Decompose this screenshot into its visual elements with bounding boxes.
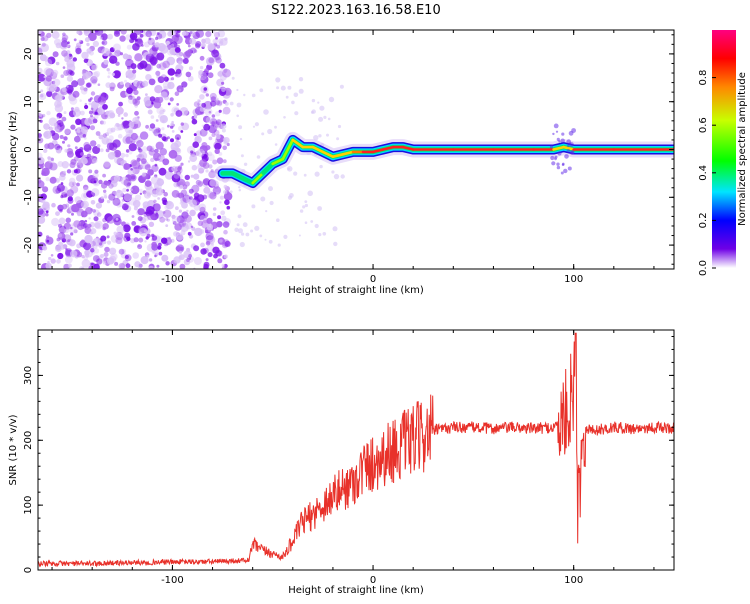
colorbar-tick-label: 0.4 bbox=[698, 165, 709, 181]
colorbar-gradient bbox=[712, 30, 736, 268]
ridge-segment bbox=[291, 138, 305, 149]
spectrogram-ytick-label: 0 bbox=[23, 146, 34, 152]
snr-xtick-label: 0 bbox=[370, 575, 376, 586]
spectrogram-ytick-label: -10 bbox=[23, 189, 34, 205]
ridge-segment bbox=[331, 153, 345, 158]
figure-title: S122.2023.163.16.58.E10 bbox=[271, 3, 440, 18]
snr-ticks: -100 0 100 0 100 200 300 bbox=[23, 330, 674, 586]
spectrogram-ytick-label: -20 bbox=[23, 237, 34, 253]
colorbar: 0.0 0.2 0.4 0.6 0.8 Normalized spectral ampl… bbox=[698, 30, 748, 276]
snr-ytick-label: 100 bbox=[23, 496, 34, 515]
snr-ytick-label: 300 bbox=[23, 366, 34, 385]
spectrogram-ytick-label: 20 bbox=[23, 48, 34, 61]
ridge-segment bbox=[281, 138, 295, 161]
ridge-segment bbox=[271, 157, 285, 166]
noise-speckle bbox=[38, 30, 345, 269]
snr-panel: -100 0 100 0 100 200 300 Height of straight li… bbox=[8, 329, 675, 596]
ridge-segment bbox=[371, 148, 385, 154]
spectrogram-ylabel: Frequency (Hz) bbox=[8, 111, 19, 187]
snr-xtick-label: -100 bbox=[161, 575, 184, 586]
colorbar-tick-label: 0.8 bbox=[698, 70, 709, 86]
ridge-segment bbox=[381, 145, 395, 151]
ridge-segment bbox=[341, 150, 355, 156]
colorbar-tick-label: 0.2 bbox=[698, 212, 709, 228]
spectrogram-xtick-label: -100 bbox=[161, 274, 184, 285]
snr-ylabel: SNR (10 * v/v) bbox=[8, 414, 19, 485]
spectrogram-xtick-label: 100 bbox=[564, 274, 583, 285]
ridge-segment bbox=[231, 172, 244, 180]
ridge-segment bbox=[311, 145, 325, 154]
snr-content bbox=[38, 332, 674, 568]
spectrogram-xlabel: Height of straight line (km) bbox=[288, 285, 424, 296]
colorbar-tick-label: 0.0 bbox=[698, 260, 709, 276]
ridge-segment bbox=[321, 150, 335, 158]
snr-ytick-label: 200 bbox=[23, 431, 34, 450]
snr-series-line bbox=[38, 332, 674, 568]
ridge bbox=[214, 123, 674, 191]
colorbar-tick-label: 0.6 bbox=[698, 117, 709, 133]
ridge-segment bbox=[552, 145, 566, 151]
spectrogram-ytick-label: 10 bbox=[23, 95, 34, 108]
snr-xtick-label: 100 bbox=[564, 575, 583, 586]
ridge-segment bbox=[251, 172, 265, 185]
ridge-segment bbox=[562, 145, 576, 151]
snr-xlabel: Height of straight line (km) bbox=[288, 585, 424, 596]
spectrogram-xtick-label: 0 bbox=[370, 274, 376, 285]
colorbar-ticks: 0.0 0.2 0.4 0.6 0.8 bbox=[698, 70, 716, 276]
snr-frame bbox=[37, 329, 675, 571]
snr-ytick-label: 0 bbox=[23, 567, 34, 573]
ridge-segment bbox=[241, 176, 254, 185]
ridge-segment bbox=[401, 145, 415, 151]
spectrogram-content bbox=[38, 30, 674, 269]
colorbar-label: Normalized spectral amplitude bbox=[737, 72, 748, 226]
ridge-segment bbox=[261, 162, 275, 175]
